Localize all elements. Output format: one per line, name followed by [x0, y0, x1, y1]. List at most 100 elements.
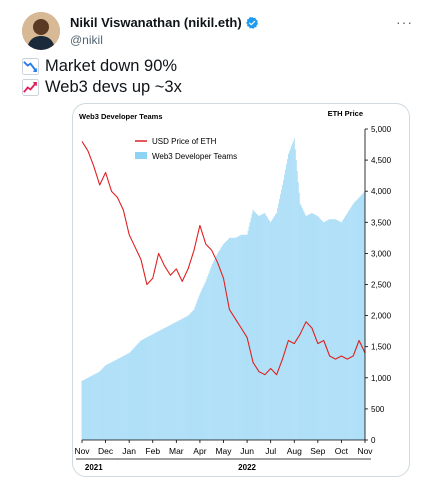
- bar: [202, 287, 204, 440]
- bar: [296, 170, 298, 441]
- bar: [334, 219, 335, 440]
- bar: [148, 336, 150, 440]
- bar: [221, 247, 222, 440]
- tweet-media-chart[interactable]: Web3 Developer Teams ETH Price 0 500 1,000…: [72, 103, 410, 477]
- y-axis-right-title: ETH Price: [328, 109, 363, 118]
- author-handle[interactable]: @nikil: [70, 33, 103, 47]
- bar: [355, 200, 357, 440]
- legend: USD Price of ETH Web3 Developer Teams: [135, 137, 237, 161]
- bar: [252, 209, 254, 440]
- bar: [158, 331, 159, 440]
- bar: [123, 355, 125, 440]
- bar: [199, 293, 201, 440]
- bar: [222, 245, 223, 440]
- bar: [184, 317, 186, 440]
- bar: [315, 215, 317, 440]
- bar: [283, 179, 284, 440]
- bar: [293, 138, 295, 440]
- bar: [253, 210, 255, 440]
- bar: [234, 237, 236, 440]
- more-options-icon[interactable]: ···: [396, 14, 413, 30]
- bar: [111, 362, 112, 440]
- chart-decreasing-icon: [22, 58, 39, 75]
- bar: [325, 221, 327, 440]
- bar: [106, 364, 107, 440]
- bar: [129, 351, 131, 440]
- bar: [174, 322, 175, 440]
- bar: [121, 356, 123, 440]
- chart-svg: Web3 Developer Teams ETH Price 0 500 1,000…: [74, 109, 392, 472]
- bar: [313, 214, 315, 440]
- bar: [267, 217, 269, 440]
- bar: [97, 372, 99, 440]
- bar: [112, 361, 113, 440]
- bar: [264, 212, 266, 440]
- bar: [157, 331, 159, 440]
- year-label: 2021: [85, 463, 103, 472]
- bar: [201, 289, 203, 440]
- bar: [205, 281, 207, 440]
- tweet-line-text: Web3 devs up ~3x: [45, 78, 182, 96]
- bar: [333, 219, 334, 440]
- bar: [323, 222, 325, 440]
- bar: [197, 299, 199, 440]
- bar: [178, 320, 180, 440]
- bar: [198, 296, 200, 440]
- y-tick-label: 5,000: [371, 125, 392, 134]
- avatar[interactable]: [22, 12, 60, 50]
- bar: [146, 337, 148, 440]
- year-label: 2022: [238, 463, 256, 472]
- bar: [259, 215, 261, 440]
- bar: [351, 205, 353, 440]
- bar: [108, 363, 109, 440]
- bar: [272, 219, 273, 440]
- bar: [278, 203, 279, 440]
- bar: [103, 367, 104, 440]
- bar: [131, 349, 133, 440]
- bar: [137, 343, 139, 440]
- bar: [239, 235, 241, 440]
- bar: [88, 377, 90, 440]
- bar: [115, 360, 116, 440]
- bar: [81, 380, 83, 440]
- bar: [345, 214, 347, 440]
- bar: [268, 219, 270, 440]
- verified-badge-icon: [245, 16, 258, 29]
- bar: [95, 373, 97, 440]
- bar: [107, 364, 108, 440]
- bar: [180, 319, 182, 440]
- bar: [249, 222, 251, 440]
- line-series: [81, 141, 366, 376]
- bar: [98, 372, 100, 440]
- y-tick-label: 2,500: [371, 281, 392, 290]
- chart-title: Web3 Developer Teams: [79, 112, 163, 121]
- bar: [165, 327, 166, 440]
- bar: [169, 325, 170, 440]
- x-tick-label: Sep: [310, 446, 325, 456]
- bar: [319, 218, 321, 440]
- eth-price-line: [81, 141, 366, 376]
- bar: [159, 330, 160, 440]
- bar: [163, 328, 164, 440]
- y-tick-label: 1,500: [371, 343, 392, 352]
- bar: [90, 376, 92, 440]
- bar: [215, 257, 216, 440]
- y-tick-label: 4,500: [371, 156, 392, 165]
- bar: [91, 375, 93, 440]
- bar: [99, 371, 101, 440]
- bar: [204, 283, 206, 440]
- bar: [113, 361, 114, 440]
- bar: [304, 214, 306, 440]
- bar: [357, 198, 359, 440]
- author-name[interactable]: Nikil Viswanathan (nikil.eth): [70, 15, 242, 30]
- bar: [179, 319, 181, 440]
- bar: [332, 219, 333, 440]
- bar: [86, 378, 88, 440]
- bar: [194, 306, 196, 440]
- bar: [171, 324, 172, 440]
- bar: [261, 214, 263, 440]
- bar: [353, 202, 355, 440]
- bar: [117, 359, 118, 440]
- bar: [175, 321, 177, 440]
- bar: [345, 216, 346, 440]
